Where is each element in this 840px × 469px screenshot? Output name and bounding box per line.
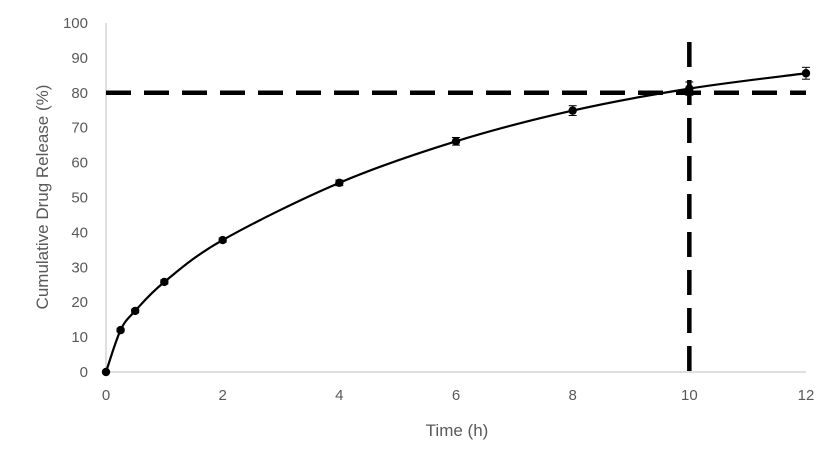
axes xyxy=(105,23,806,373)
y-tick-label: 0 xyxy=(80,364,88,381)
y-tick-label: 60 xyxy=(71,155,88,172)
data-point xyxy=(335,178,344,188)
x-tick-label: 2 xyxy=(218,387,226,404)
data-point xyxy=(801,69,811,78)
x-axis-title: Time (h) xyxy=(426,421,489,440)
data-point xyxy=(685,84,694,93)
y-tick-labels: 0 10 20 30 40 50 60 70 80 90 100 xyxy=(63,15,88,381)
x-tick-labels: 0 2 4 6 8 10 12 xyxy=(102,387,815,404)
y-tick-label: 70 xyxy=(71,120,88,137)
y-tick-label: 50 xyxy=(71,190,88,207)
data-point xyxy=(130,306,140,316)
y-tick-label: 90 xyxy=(71,50,88,67)
series xyxy=(101,66,811,377)
y-axis-title: Cumulative Drug Release (%) xyxy=(33,85,52,310)
y-tick-label: 80 xyxy=(71,85,88,102)
y-tick-label: 10 xyxy=(71,329,88,346)
data-point xyxy=(218,235,227,245)
reference-lines xyxy=(106,42,806,372)
data-point xyxy=(101,367,111,377)
x-tick-label: 4 xyxy=(335,387,343,404)
y-tick-label: 40 xyxy=(71,224,88,241)
x-tick-label: 12 xyxy=(798,387,815,404)
x-tick-label: 10 xyxy=(681,387,698,404)
data-point xyxy=(568,106,577,115)
data-point xyxy=(160,277,169,287)
x-tick-label: 8 xyxy=(568,387,576,404)
y-tick-label: 100 xyxy=(63,15,88,32)
x-tick-label: 6 xyxy=(452,387,460,404)
series-line xyxy=(104,72,807,373)
x-tick-label: 0 xyxy=(102,387,110,404)
data-point xyxy=(116,325,125,335)
y-tick-label: 30 xyxy=(71,259,88,276)
y-tick-label: 20 xyxy=(71,294,88,311)
data-point xyxy=(451,137,461,146)
